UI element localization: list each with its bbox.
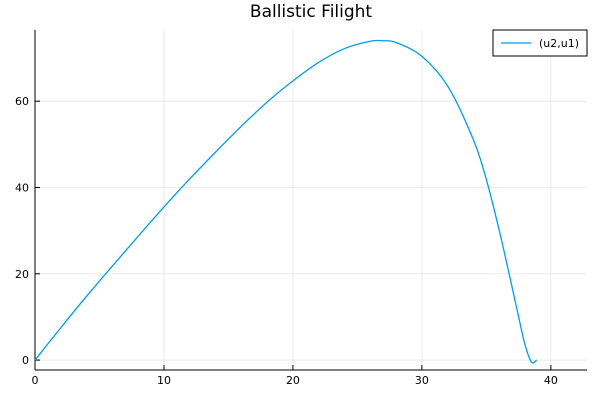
x-tick-label: 10 bbox=[157, 374, 171, 387]
chart-title: Ballistic Filight bbox=[250, 2, 373, 22]
y-tick-label: 0 bbox=[22, 354, 29, 367]
series-line bbox=[34, 39, 538, 364]
x-tick-label: 0 bbox=[32, 374, 39, 387]
grid bbox=[34, 30, 587, 370]
y-tick-label: 60 bbox=[15, 95, 29, 108]
axes bbox=[34, 30, 587, 371]
x-tick-label: 30 bbox=[415, 374, 429, 387]
y-tick-label: 40 bbox=[15, 181, 29, 194]
x-tick-label: 40 bbox=[544, 374, 558, 387]
x-tick-label: 20 bbox=[286, 374, 300, 387]
legend-label: (u2,u1) bbox=[539, 37, 579, 50]
y-tick-label: 20 bbox=[15, 268, 29, 281]
series bbox=[34, 39, 538, 364]
legend: (u2,u1) bbox=[492, 29, 588, 57]
ticks: 0 10 20 30 40 0 20 40 60 bbox=[15, 95, 558, 387]
